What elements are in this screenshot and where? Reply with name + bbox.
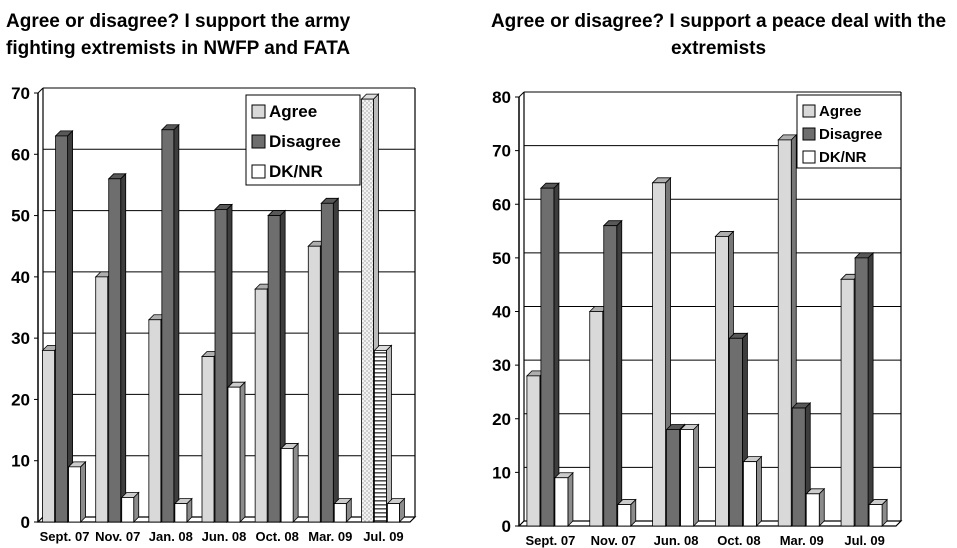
y-tick-label: 40 [492, 303, 511, 322]
y-tick-label: 10 [492, 463, 511, 482]
x-tick-label: Nov. 07 [95, 529, 140, 544]
legend-label: Agree [269, 102, 317, 121]
legend-swatch [802, 150, 816, 164]
y-tick-label: 50 [492, 249, 511, 268]
y-tick-label: 50 [11, 207, 30, 226]
bar-dknr-4 [280, 442, 300, 523]
chart-peace-deal: 0 10 20 30 40 50 60 70 80 Sept. 07 Nov. 07 Jun. 08 O… [492, 88, 903, 548]
bar-disagree-2 [160, 123, 180, 523]
x-tick-label: Jun. 08 [654, 533, 699, 548]
bar-disagree-4 [267, 209, 287, 523]
bar-disagree-0 [54, 129, 74, 523]
legend-label: DK/NR [819, 149, 867, 166]
bar-dknr-5 [333, 497, 353, 523]
bar-disagree-5 [320, 197, 340, 523]
bar-disagree-5 [854, 251, 875, 527]
legend-swatch [251, 104, 266, 119]
legend-label: Disagree [819, 126, 882, 143]
legend: Agree Disagree DK/NR [245, 94, 361, 186]
y-tick-label: 0 [502, 517, 511, 536]
chart-title-army: Agree or disagree? I support the army fi… [6, 11, 351, 59]
y-tick-label: 20 [11, 390, 30, 409]
bar-dknr-0 [553, 471, 574, 527]
x-tick-label: Oct. 08 [255, 529, 298, 544]
x-tick-label: Jul. 09 [844, 533, 884, 548]
x-tick-label: Oct. 08 [717, 533, 760, 548]
y-tick-label: 40 [11, 268, 30, 287]
legend-label: Disagree [269, 132, 341, 151]
legend-label: DK/NR [269, 162, 323, 181]
y-tick-label: 80 [492, 88, 511, 107]
y-axis-depth [518, 91, 525, 98]
y-tick-label: 30 [11, 329, 30, 348]
bar-dknr-6 [386, 497, 406, 523]
bar-dknr-2 [173, 497, 193, 523]
x-tick-label: Sept. 07 [40, 529, 90, 544]
y-tick-label: 70 [11, 84, 30, 103]
y-tick-label: 10 [11, 452, 30, 471]
chart-title-peace-deal: Agree or disagree? I support a peace dea… [490, 11, 947, 59]
y-tick-label: 60 [11, 145, 30, 164]
x-tick-label: Mar. 09 [780, 533, 824, 548]
bar-disagree-1 [107, 172, 127, 523]
y-tick-label: 70 [492, 142, 511, 161]
y-tick-label: 60 [492, 195, 511, 214]
bar-dknr-4 [805, 487, 826, 527]
y-axis-depth [37, 87, 44, 94]
bar-disagree-6 [373, 344, 393, 523]
legend-swatch [251, 164, 266, 179]
bar-dknr-3 [742, 455, 763, 527]
bar-dknr-2 [679, 423, 700, 527]
bar-agree-2 [651, 176, 672, 527]
legend-swatch [802, 127, 816, 141]
x-tick-label: Jul. 09 [363, 529, 403, 544]
legend-label: Agree [819, 103, 862, 120]
x-tick-label: Mar. 09 [308, 529, 352, 544]
y-tick-label: 0 [21, 513, 30, 532]
bar-disagree-1 [602, 219, 623, 527]
x-tick-label: Nov. 07 [591, 533, 636, 548]
x-tick-label: Jun. 08 [202, 529, 247, 544]
y-tick-label: 20 [492, 410, 511, 429]
legend-swatch [802, 104, 816, 118]
bar-dknr-5 [868, 498, 889, 527]
bar-dknr-1 [120, 491, 140, 523]
x-tick-label: Sept. 07 [525, 533, 575, 548]
bar-dknr-0 [67, 460, 87, 523]
bar-agree-4 [777, 133, 798, 527]
legend-swatch [251, 134, 266, 149]
x-tick-label: Jan. 08 [149, 529, 193, 544]
legend: Agree Disagree DK/NR [796, 94, 902, 169]
y-tick-label: 30 [492, 356, 511, 375]
chart-army-support: 0 10 20 30 40 50 60 70 Sept. 07 Nov. 07 Jan. 08 Jun… [11, 84, 417, 544]
bar-disagree-0 [539, 182, 560, 527]
bar-dknr-1 [616, 498, 637, 527]
bar-dknr-3 [227, 381, 246, 523]
